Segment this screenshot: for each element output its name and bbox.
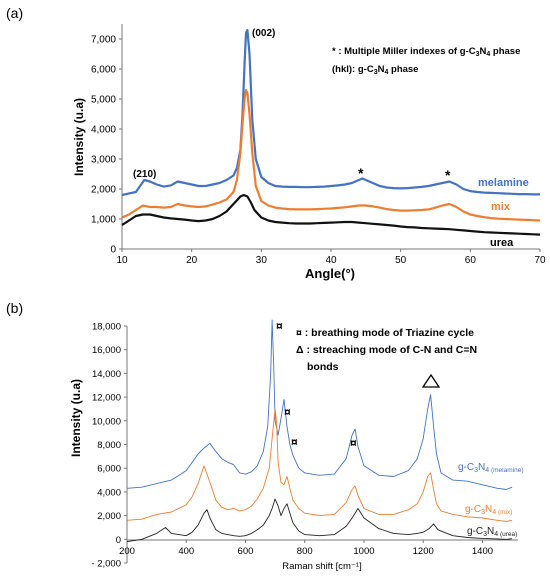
- panel-a-x-axis-title: Angle(°): [305, 266, 355, 281]
- panel-b-x-tick-label: 200: [119, 546, 135, 557]
- panel-b-x-tick-label: 800: [297, 546, 313, 557]
- delta-triangle-marker: [421, 373, 441, 388]
- panel-a-x-tick-label: 40: [325, 255, 337, 266]
- peak-marker-triazine-965: ¤: [350, 436, 357, 450]
- panel-a-x-tick-label: 30: [256, 255, 268, 266]
- panel-a-note: * : Multiple Miller indexes of g-C3N4 ph…: [332, 46, 520, 76]
- panel-b-y-tick-label: 2,000: [97, 511, 121, 522]
- panel-b-y-tick-label: 8,000: [97, 440, 121, 451]
- panel-a-y-tick-label: 5,000: [91, 95, 116, 106]
- panel-b-x-tick-label: 1400: [472, 546, 493, 557]
- panel-a-x-tick-label: 50: [395, 255, 407, 266]
- panel-a-y-tick-label: 1,000: [91, 215, 116, 226]
- panel-b-x-ticks: 200 400 600 800 1000 1200 1400: [119, 540, 493, 557]
- panel-a-series-group: [121, 28, 541, 236]
- panel-a-x-tick-label: 10: [116, 255, 128, 266]
- panel-b-y-tick-label: 14,000: [92, 369, 121, 380]
- panel-a-x-tick-label: 70: [534, 255, 546, 266]
- panel-a-note-line-2: (hkl): g-C3N4 phase: [332, 64, 418, 76]
- panel-b-x-tick-label: 1000: [353, 546, 374, 557]
- panel-b-y-tick-label: 16,000: [92, 345, 121, 356]
- panel-a-y-ticks: 0 1,000 2,000 3,000 4,000 5,000 6,000 7,000: [91, 35, 122, 256]
- panel-a-y-tick-label: 3,000: [91, 155, 116, 166]
- panel-b-legend-line-3: bonds: [307, 361, 339, 373]
- peak-marker-triazine-755: ¤: [291, 435, 298, 449]
- panel-b-y-tick-label: 4,000: [97, 487, 121, 498]
- panel-b-x-tick-label: 1200: [413, 546, 434, 557]
- panel-b-series-line-0: [126, 319, 513, 490]
- panel-b-y-tick-label: 10,000: [92, 416, 121, 427]
- panel-b-y-tick-label: - 2,000: [91, 559, 121, 570]
- panel-b-y-tick-label: 18,000: [92, 322, 121, 333]
- panel-a-series-line-2: [121, 193, 541, 236]
- panel-a-y-tick-label: 6,000: [91, 65, 116, 76]
- panel-b-x-tick-label: 600: [238, 546, 254, 557]
- peak-label-210: (210): [133, 169, 156, 180]
- panel-b-series-line-1: [126, 408, 513, 522]
- peak-marker-triazine-690: ¤: [276, 319, 283, 333]
- peak-marker-triazine-730: ¤: [284, 405, 291, 419]
- panel-a-y-tick-label: 0: [110, 245, 116, 256]
- series-label-gc3n4-melamine: g-C3N4 (melamine): [458, 462, 523, 474]
- panel-a-x-ticks: 10 20 30 40 50 60 70: [116, 249, 546, 266]
- peak-star-marker-57: *: [445, 167, 451, 183]
- panel-a-series-line-1: [121, 88, 541, 222]
- panel-a-note-line-1: * : Multiple Miller indexes of g-C3N4 ph…: [332, 46, 520, 58]
- panel-b: (b) 200 400 600 800 1000 1200 1400 - 2,000 0 2,0…: [6, 300, 523, 572]
- series-label-gc3n4-mix: g-C3N4 (mix): [465, 504, 512, 516]
- panel-a: (a) 10 20 30 40 50 60 70 0 1,000 2,000 3,000 4,000…: [6, 5, 546, 281]
- panel-a-x-tick-label: 60: [465, 255, 477, 266]
- series-label-melamine: melamine: [478, 177, 529, 189]
- panel-b-y-ticks: - 2,000 0 2,000 4,000 6,000 8,000 10,000 12,000…: [91, 322, 127, 570]
- series-label-mix: mix: [491, 201, 511, 213]
- panel-b-legend-line-2: Δ : streaching mode of C-N and C=N: [296, 344, 477, 356]
- panel-a-y-axis-title: Intensity (u.a): [72, 98, 86, 176]
- panel-b-x-tick-label: 400: [178, 546, 194, 557]
- panel-b-y-axis-title: Intensity (u.a): [69, 379, 83, 457]
- panel-a-label: (a): [6, 5, 23, 21]
- panel-b-y-tick-label: 6,000: [97, 464, 121, 475]
- panel-b-label: (b): [6, 300, 23, 316]
- panel-a-x-tick-label: 20: [186, 255, 198, 266]
- panel-b-series-group: [126, 319, 513, 543]
- panel-b-series-line-2: [126, 498, 513, 543]
- panel-a-y-tick-label: 7,000: [91, 35, 116, 46]
- series-label-urea: urea: [490, 237, 514, 249]
- peak-label-002: (002): [252, 28, 275, 39]
- peak-star-marker-44: *: [358, 165, 364, 181]
- panel-b-y-tick-label: 12,000: [92, 393, 121, 404]
- panel-b-x-axis-title: Raman shift [cm⁻¹]: [282, 561, 361, 572]
- panel-a-y-tick-label: 2,000: [91, 185, 116, 196]
- series-label-gc3n4-urea: g-C3N4 (urea): [467, 526, 517, 538]
- panel-a-series-line-0: [121, 28, 540, 197]
- panel-b-y-tick-label: 0: [116, 535, 121, 546]
- panel-a-y-tick-label: 4,000: [91, 125, 116, 136]
- panel-b-legend-line-1: ¤ : breathing mode of Triazine cycle: [296, 327, 474, 339]
